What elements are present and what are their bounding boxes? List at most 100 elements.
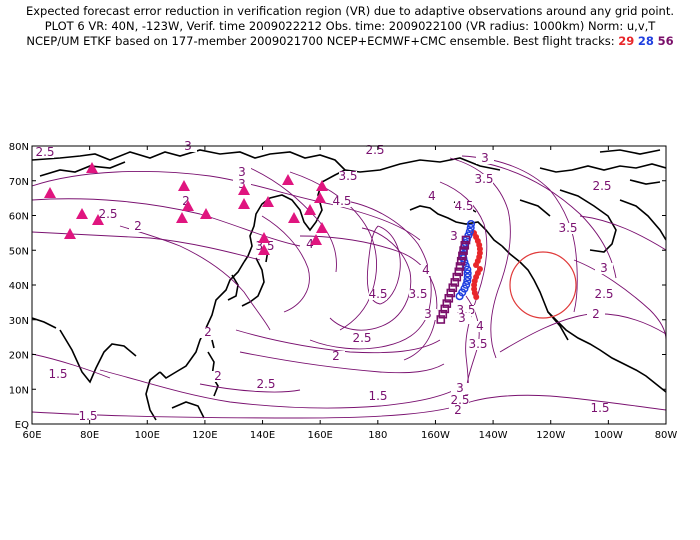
contour-label: 2 — [182, 194, 190, 208]
contour-label: 3 — [238, 177, 246, 191]
contour-label-bg — [451, 383, 469, 394]
lon-label: 160E — [307, 430, 332, 441]
contour-label-bg — [587, 309, 605, 320]
track-28-point — [466, 223, 475, 232]
raob-triangle — [64, 228, 76, 239]
lat-label: 50N — [9, 246, 29, 257]
contour-label-bg — [339, 171, 357, 182]
track-28-point — [466, 219, 476, 229]
contour-label: 2.5 — [450, 393, 469, 407]
track-56-point — [461, 235, 471, 245]
track-56-point — [446, 288, 456, 298]
contour-label: 2.5 — [352, 331, 371, 345]
contour-label: 3.5 — [558, 221, 577, 235]
track-56-point — [455, 262, 465, 271]
track-28-point — [463, 276, 472, 286]
verification-region-circle — [509, 251, 577, 319]
contour-label-bg — [366, 145, 384, 156]
track-56-point — [438, 309, 448, 319]
track-56-point — [440, 304, 450, 314]
raob-triangle — [176, 212, 188, 223]
contour-label-bg — [301, 239, 319, 250]
contour-label-bg — [469, 339, 487, 350]
contour-label: 1.5 — [48, 367, 67, 381]
contour-label-bg — [233, 179, 251, 190]
contour-label: 2 — [454, 403, 462, 417]
raob-triangle — [76, 208, 88, 219]
lon-label: 180 — [368, 430, 387, 441]
lon-label: 160W — [421, 430, 450, 441]
lon-axis-labels: 60E 80E 100E 120E 140E 160E 180 160W 140W 120W 100… — [22, 430, 677, 441]
contour-label: 3.5 — [468, 337, 487, 351]
lon-label: 60E — [22, 430, 41, 441]
contour-label-bg — [209, 371, 227, 382]
contour-label-bg — [476, 153, 494, 164]
contour-label: 4.5 — [332, 194, 351, 208]
track-56-point — [454, 267, 464, 277]
contour-label: 2.5 — [98, 207, 117, 221]
track-56-point — [448, 283, 458, 293]
contour-label: 4 — [306, 237, 314, 251]
track-56-point — [460, 241, 470, 250]
contour-label: 4 — [476, 319, 484, 333]
track-28-point — [463, 273, 472, 282]
contour-label: 3 — [456, 381, 464, 395]
contour-label: 2 — [214, 369, 222, 383]
contour-label: 1.5 — [368, 389, 387, 403]
track-56-point — [452, 272, 462, 282]
contour-label-bg — [129, 221, 147, 232]
track-56-point — [459, 246, 468, 255]
raob-triangle — [314, 192, 326, 203]
raob-triangle — [200, 208, 212, 219]
contour-label: 2 — [332, 349, 340, 363]
axis-ticks — [31, 145, 667, 425]
track-28-point — [463, 269, 472, 278]
raob-triangle — [238, 184, 250, 195]
lon-label: 120E — [192, 430, 217, 441]
raob-triangle — [238, 198, 250, 209]
raob-triangle — [262, 196, 274, 207]
contour-label: 3 — [458, 311, 466, 325]
contour-label-bg — [471, 321, 489, 332]
lat-label: 30N — [9, 316, 29, 327]
track-28-point — [462, 280, 471, 289]
lon-label: 80W — [655, 430, 678, 441]
track-56-point — [458, 251, 467, 261]
contour-label-bg — [49, 369, 67, 380]
contour-label: 3 — [450, 229, 458, 243]
contour-label: 2 — [134, 219, 142, 233]
lat-axis-labels: 80N 70N 60N 50N 40N 30N 20N 10N EQ — [9, 142, 29, 431]
track-28-point — [464, 231, 473, 240]
error-reduction-contours — [32, 155, 666, 419]
contour-label: 3 — [424, 307, 432, 321]
contour-label-bg — [353, 333, 371, 344]
raob-triangle — [316, 222, 328, 233]
contour-label-bg — [419, 309, 437, 320]
lat-label: 20N — [9, 351, 29, 362]
contour-label: 2.5 — [592, 179, 611, 193]
contour-label-bg — [417, 265, 435, 276]
raob-triangle — [92, 214, 104, 225]
contour-label: 3 — [600, 261, 608, 275]
contour-label-bg — [451, 395, 469, 406]
contour-labels: 2.532.533.533.544.522.53.524.53.5433.534… — [35, 139, 613, 423]
contour-label: 4 — [428, 189, 436, 203]
contour-label-bg — [595, 263, 613, 274]
track-29-point — [473, 262, 480, 268]
contour-label-bg — [233, 167, 251, 178]
lon-label: 80E — [80, 430, 99, 441]
map-background — [32, 146, 666, 424]
contour-label: 3 — [481, 151, 489, 165]
track-56-point — [444, 293, 454, 303]
title-line-2: PLOT 6 VR: 40N, -123W, Verif. time 20090… — [44, 19, 656, 33]
contour-label-bg — [327, 351, 345, 362]
contour-label: 1.5 — [78, 409, 97, 423]
track-29-label: 29 — [618, 34, 635, 48]
title-line-3: NCEP/UM ETKF based on 177-member 2009021… — [0, 34, 700, 48]
contour-label-bg — [475, 174, 493, 185]
title-line-3-text: NCEP/UM ETKF based on 177-member 2009021… — [26, 34, 615, 48]
contour-label: 1.5 — [590, 401, 609, 415]
track-56-point — [450, 278, 460, 287]
lon-label: 120W — [536, 430, 565, 441]
